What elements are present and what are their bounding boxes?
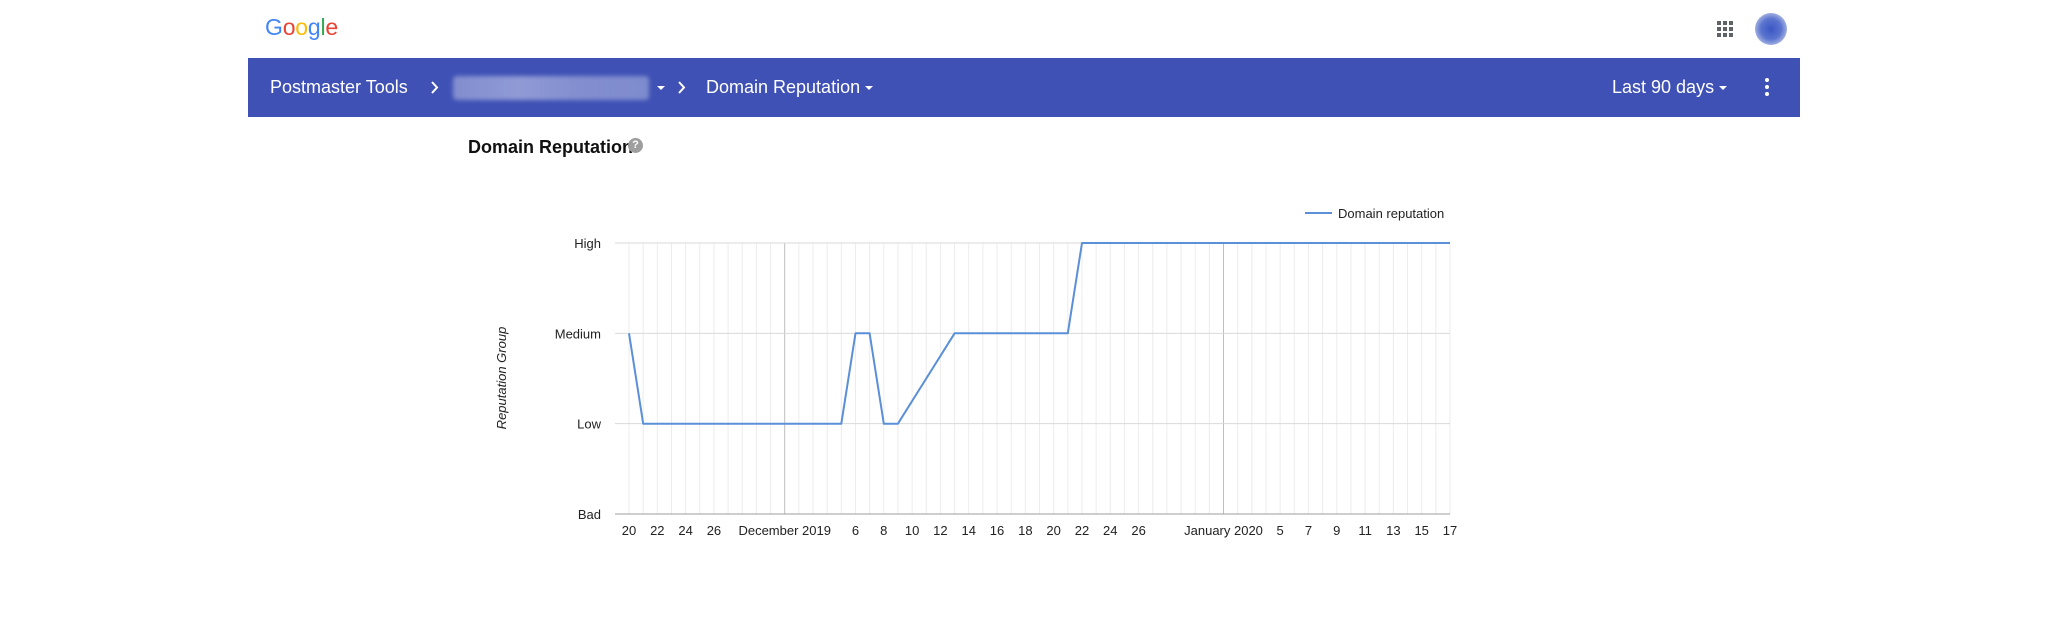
section-title: Domain Reputation: [468, 137, 633, 157]
y-axis-label: Reputation Group: [494, 327, 509, 430]
x-tick-label: 22: [650, 523, 664, 538]
domain-selector[interactable]: [453, 76, 649, 100]
domain-dropdown-caret-icon[interactable]: [652, 58, 665, 117]
legend-label: Domain reputation: [1338, 206, 1444, 221]
dashboard-selector-label: Domain Reputation: [706, 77, 861, 97]
navigation-bar: Postmaster Tools Domain Reputation Last …: [248, 58, 1800, 117]
top-bar: Google: [0, 0, 2048, 58]
x-tick-label: 22: [1075, 523, 1089, 538]
x-tick-label: 18: [1018, 523, 1032, 538]
user-avatar[interactable]: [1755, 13, 1787, 45]
date-range-selector[interactable]: Last 90 days: [1612, 58, 1728, 117]
x-axis-ticks: 20 22 24 26 December 2019 6 8 10 12 14 16 18 20 22 24 2…: [622, 523, 1457, 538]
x-tick-label: December 2019: [738, 523, 831, 538]
horizontal-gridlines: [615, 242, 1450, 515]
x-tick-label: 17: [1443, 523, 1457, 538]
x-tick-label: 14: [961, 523, 975, 538]
chevron-right-icon: [675, 58, 689, 117]
chevron-down-icon: [865, 86, 874, 91]
x-tick-label: 12: [933, 523, 947, 538]
x-tick-label: 16: [990, 523, 1004, 538]
breadcrumb-postmaster-tools[interactable]: Postmaster Tools: [270, 77, 408, 97]
apps-grid-icon[interactable]: [1714, 18, 1736, 40]
x-tick-label: 8: [880, 523, 887, 538]
more-vert-icon[interactable]: [1762, 78, 1772, 98]
date-range-label: Last 90 days: [1612, 77, 1715, 97]
x-tick-label: 13: [1386, 523, 1400, 538]
x-tick-label: 20: [1046, 523, 1060, 538]
x-tick-label: January 2020: [1184, 523, 1263, 538]
google-logo[interactable]: Google: [265, 14, 338, 40]
y-axis-ticks: Bad Low Medium High: [555, 236, 602, 522]
x-tick-label: 6: [852, 523, 859, 538]
chevron-right-icon: [428, 58, 442, 117]
help-icon[interactable]: ?: [628, 138, 643, 153]
x-tick-label: 9: [1333, 523, 1340, 538]
x-tick-label: 26: [1131, 523, 1145, 538]
y-tick-label: Low: [577, 417, 601, 432]
x-tick-label: 15: [1414, 523, 1428, 538]
y-tick-label: High: [574, 236, 601, 251]
vertical-gridlines: [628, 243, 1451, 514]
dashboard-selector[interactable]: Domain Reputation: [706, 58, 874, 117]
legend: Domain reputation: [1305, 206, 1444, 221]
chevron-down-icon: [1719, 86, 1728, 91]
series-line-domain-reputation: [628, 242, 1450, 425]
x-tick-label: 11: [1358, 523, 1372, 538]
x-tick-label: 7: [1305, 523, 1312, 538]
x-tick-label: 24: [678, 523, 692, 538]
y-tick-label: Bad: [578, 507, 601, 522]
y-tick-label: Medium: [555, 326, 601, 341]
x-tick-label: 20: [622, 523, 636, 538]
x-tick-label: 10: [905, 523, 919, 538]
x-tick-label: 24: [1103, 523, 1117, 538]
x-tick-label: 5: [1277, 523, 1284, 538]
x-tick-label: 26: [707, 523, 721, 538]
